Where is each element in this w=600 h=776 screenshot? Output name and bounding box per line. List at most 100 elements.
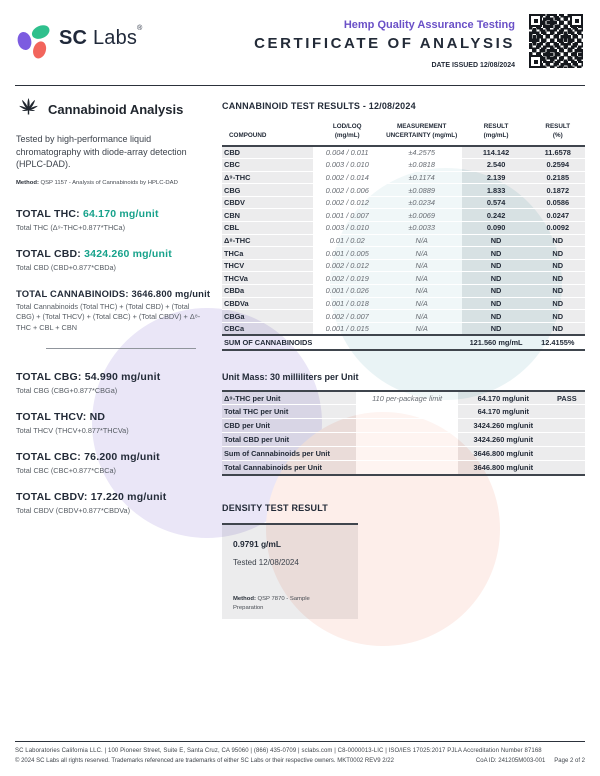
density-tested-date: Tested 12/08/2024	[233, 557, 299, 567]
lod-loq-value: 0.001 / 0.026	[312, 284, 382, 298]
column-header-compound: COMPOUND	[222, 120, 313, 147]
uncertainty-value: ±0.0889	[381, 183, 462, 197]
unit-limit	[356, 460, 458, 476]
compound-name: CBDVa	[222, 297, 313, 311]
brand-wordmark: SC Labs®	[59, 25, 143, 49]
result-pct-value: ND	[530, 322, 585, 336]
total-formula: Total CBD (CBD+0.877*CBDa)	[16, 262, 116, 272]
uncertainty-value: N/A	[381, 259, 462, 273]
footer-copyright: © 2024 SC Labs all rights reserved. Trad…	[15, 758, 394, 764]
unit-value: 64.170 mg/unit	[457, 390, 549, 406]
unit-status	[548, 404, 585, 420]
compound-name: THCV	[222, 259, 313, 273]
unit-limit: 110 per-package limit	[356, 390, 458, 406]
compound-name: CBD	[222, 146, 313, 160]
compound-name: CBN	[222, 208, 313, 223]
total-label: TOTAL CANNABINOIDS:	[16, 288, 129, 300]
date-issued: DATE ISSUED 12/08/2024	[431, 62, 515, 69]
table-row: Total THC per Unit 64.170 mg/unit	[222, 404, 585, 420]
total-value: 76.200 mg/unit	[84, 451, 160, 464]
total-value: 3424.260 mg/unit	[84, 247, 172, 260]
column-header-result-pct: RESULT (%)	[530, 120, 585, 147]
result-mg-value: 2.139	[461, 171, 531, 185]
result-mg-value: ND	[461, 246, 531, 260]
cannabinoid-analysis-panel: Cannabinoid Analysis Tested by high-perf…	[16, 97, 216, 532]
lod-loq-value: 0.003 / 0.010	[312, 221, 382, 235]
total-value: 17.220 mg/unit	[90, 491, 167, 504]
unit-value: 64.170 mg/unit	[457, 404, 549, 420]
total-summary-item: TOTAL THCV: ND Total THCV (THCV+0.877*TH…	[16, 411, 216, 436]
total-label: TOTAL CBG:	[16, 370, 82, 383]
total-label: TOTAL CBC:	[16, 451, 81, 464]
total-label: TOTAL CBD:	[16, 247, 81, 260]
result-pct-value: 0.2594	[530, 158, 585, 172]
table-row: CBCa 0.001 / 0.015 N/A ND ND	[222, 322, 585, 336]
total-formula: Total THC (Δ⁹-THC+0.877*THCa)	[16, 222, 126, 232]
table-row: THCa 0.001 / 0.005 N/A ND ND	[222, 246, 585, 260]
footer-lab-info: SC Laboratories California LLC. | 100 Pi…	[15, 747, 542, 754]
result-mg-value: ND	[461, 309, 531, 323]
total-label: TOTAL THC:	[16, 207, 80, 220]
unit-limit	[356, 432, 458, 448]
result-pct-value: ND	[530, 284, 585, 298]
density-method: Method: QSP 7870 - Sample Preparation	[233, 595, 310, 611]
cannabinoid-results-table: COMPOUND LOD/LOQ (mg/mL) MEASUREMENT UNC…	[222, 120, 585, 351]
unit-row-label: Total THC per Unit	[222, 404, 357, 420]
footer-divider	[15, 740, 585, 742]
table-row: CBDV 0.002 / 0.012 ±0.0234 0.574 0.0586	[222, 196, 585, 210]
lod-loq-value: 0.001 / 0.005	[312, 246, 382, 260]
uncertainty-value: ±0.0069	[381, 208, 462, 223]
compound-name: CBCa	[222, 322, 313, 336]
total-formula: Total CBDV (CBDV+0.877*CBDVa)	[16, 506, 131, 516]
total-summary-item: TOTAL CANNABINOIDS: 3646.800 mg/unit Tot…	[16, 288, 216, 333]
compound-name: THCVa	[222, 271, 313, 286]
unit-row-label: Δ⁹-THC per Unit	[222, 390, 357, 406]
uncertainty-value: N/A	[381, 309, 462, 323]
unit-value: 3424.260 mg/unit	[457, 418, 549, 434]
result-pct-value: 11.6578	[530, 146, 585, 160]
total-formula: Total CBG (CBG+0.877*CBGa)	[16, 385, 118, 395]
lod-loq-value: 0.002 / 0.019	[312, 271, 382, 286]
section-title: Cannabinoid Analysis	[48, 102, 184, 117]
cannabis-leaf-icon	[19, 98, 38, 115]
result-mg-value: ND	[461, 322, 531, 336]
lod-loq-value: 0.001 / 0.007	[312, 208, 382, 223]
totals-primary: TOTAL THC: 64.170 mg/unit Total THC (Δ⁹-…	[16, 208, 216, 333]
unit-value: 3646.800 mg/unit	[457, 460, 549, 476]
total-value: 54.990 mg/unit	[84, 370, 161, 383]
result-mg-value: 1.833	[461, 183, 531, 197]
lod-loq-value: 0.002 / 0.014	[312, 171, 382, 185]
density-title: DENSITY TEST RESULT	[222, 502, 328, 513]
results-panel: CANNABINOID TEST RESULTS - 12/08/2024 CO…	[222, 101, 585, 619]
unit-status	[548, 418, 585, 434]
program-title: Hemp Quality Assurance Testing	[343, 19, 515, 31]
uncertainty-value: N/A	[381, 322, 462, 336]
table-row: Sum of Cannabinoids per Unit 3646.800 mg…	[222, 446, 585, 462]
column-header-lodloq: LOD/LOQ (mg/mL)	[312, 120, 382, 147]
table-row: CBGa 0.002 / 0.007 N/A ND ND	[222, 309, 585, 323]
result-pct-value: ND	[530, 259, 585, 273]
result-mg-value: ND	[461, 297, 531, 311]
table-row: CBN 0.001 / 0.007 ±0.0069 0.242 0.0247	[222, 208, 585, 223]
total-summary-item: TOTAL CBC: 76.200 mg/unit Total CBC (CBC…	[16, 451, 216, 476]
lod-loq-value: 0.002 / 0.007	[312, 309, 382, 323]
result-mg-value: 0.242	[461, 208, 531, 223]
total-summary-item: TOTAL CBD: 3424.260 mg/unit Total CBD (C…	[16, 248, 216, 273]
header: SC Labs® Hemp Quality Assurance Testing …	[15, 12, 585, 78]
result-mg-value: 2.540	[461, 158, 531, 172]
uncertainty-value: N/A	[381, 271, 462, 286]
header-divider	[15, 85, 585, 86]
method-reference: Method: QSP 1157 - Analysis of Cannabino…	[16, 179, 178, 186]
total-formula: Total CBC (CBC+0.877*CBCa)	[16, 466, 116, 476]
lod-loq-value: 0.002 / 0.012	[312, 259, 382, 273]
footer: SC Laboratories California LLC. | 100 Pi…	[15, 740, 585, 764]
result-pct-value: 0.0247	[530, 208, 585, 223]
result-pct-value: 0.0092	[530, 221, 585, 235]
unit-status	[548, 460, 585, 476]
total-value: ND	[89, 411, 106, 423]
result-mg-value: ND	[461, 271, 531, 286]
table-row: THCVa 0.002 / 0.019 N/A ND ND	[222, 271, 585, 286]
unit-value: 3424.260 mg/unit	[457, 432, 549, 448]
lod-loq-value: 0.002 / 0.012	[312, 196, 382, 210]
unit-status	[548, 446, 585, 462]
